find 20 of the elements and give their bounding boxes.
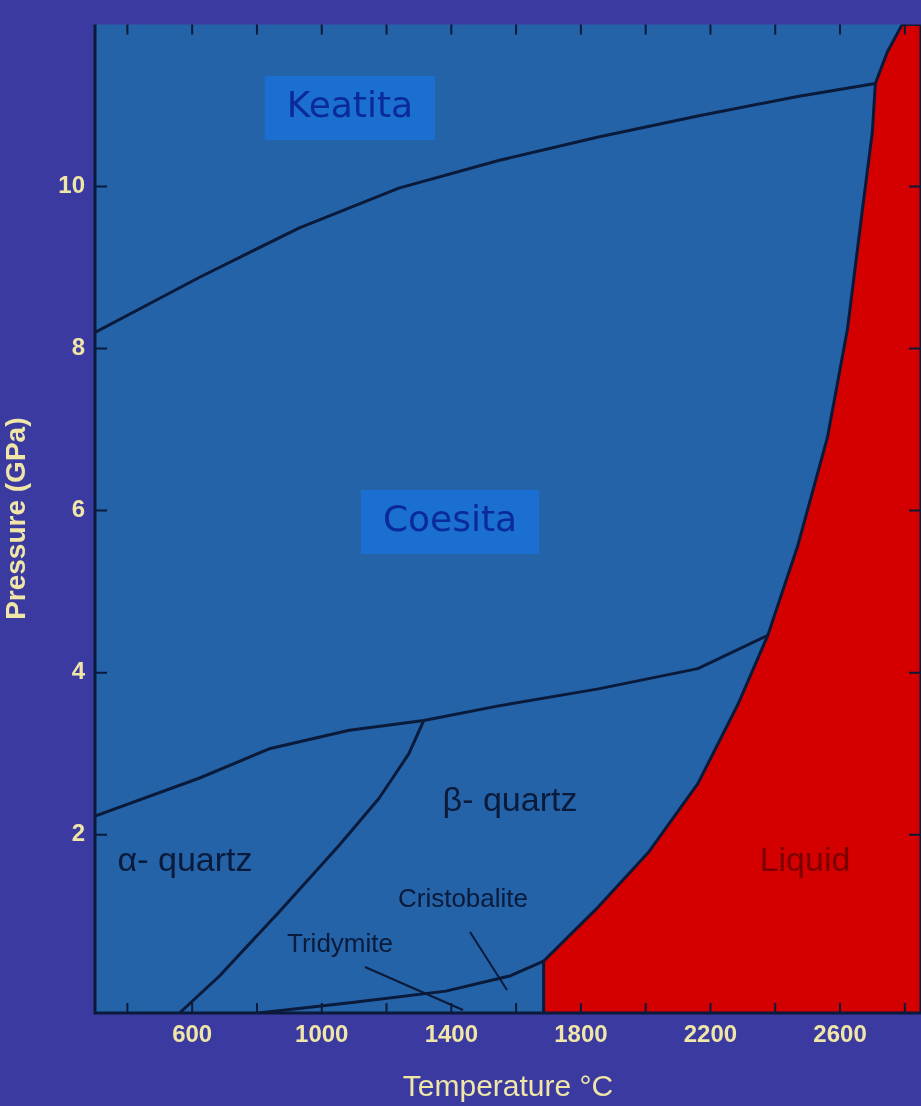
x-tick-label: 2600	[813, 1020, 867, 1048]
x-tick-label: 600	[172, 1020, 213, 1048]
y-tick-label: 6	[71, 495, 85, 523]
x-tick-label: 1800	[554, 1020, 608, 1048]
x-tick-label: 1400	[424, 1020, 479, 1048]
y-tick-label: 4	[71, 657, 86, 685]
annotation: Tridymite	[287, 928, 393, 959]
annotation: Keatita	[286, 84, 414, 126]
y-tick-label: 10	[58, 171, 85, 199]
x-axis-title: Temperature °C	[402, 1069, 614, 1103]
annotation: Coesita	[382, 498, 518, 540]
annotation: β- quartz	[442, 780, 578, 819]
y-tick-label: 2	[71, 819, 85, 847]
y-axis-title: Pressure (GPa)	[0, 417, 31, 620]
x-tick-label: 2200	[683, 1020, 738, 1048]
annotation: Cristobalite	[397, 883, 529, 914]
annotation: Liquid	[759, 840, 851, 879]
x-tick-label: 1000	[295, 1020, 349, 1048]
y-tick-label: 8	[71, 333, 85, 361]
annotation: α- quartz	[117, 840, 253, 879]
